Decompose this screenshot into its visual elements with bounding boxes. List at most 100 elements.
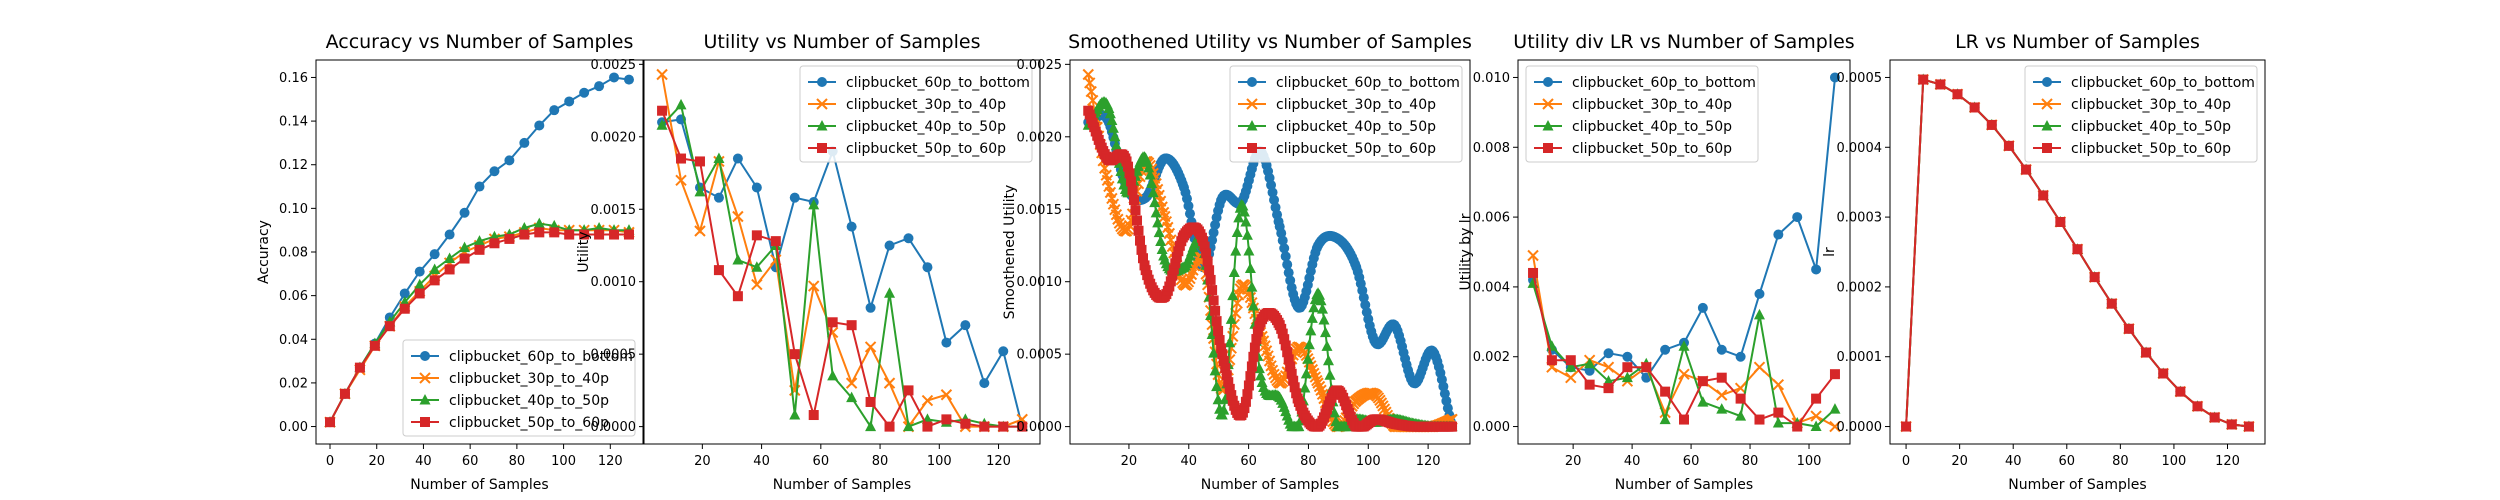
- x-marker-stroke: [1165, 234, 1177, 246]
- data-point: [1305, 324, 1317, 336]
- y-axis-label: Accuracy: [256, 220, 272, 284]
- data-point: [1269, 194, 1280, 205]
- data-point: [414, 288, 425, 299]
- data-point: [2192, 401, 2203, 412]
- data-point: [1239, 403, 1250, 414]
- legend-box: [799, 65, 1033, 163]
- x-marker-stroke: [1265, 360, 1277, 372]
- x-marker-stroke: [1313, 380, 1326, 393]
- data-point: [808, 198, 820, 210]
- x-axis-label: Number of Samples: [1615, 477, 1753, 493]
- data-point: [1324, 369, 1336, 380]
- data-point: [1291, 388, 1302, 399]
- data-point: [1245, 371, 1256, 382]
- x-tick-label: 80: [2112, 454, 2129, 469]
- data-point: [1150, 206, 1162, 218]
- data-point: [1829, 420, 1841, 433]
- data-point: [1289, 382, 1300, 393]
- data-point: [1247, 299, 1259, 311]
- data-point: [1302, 353, 1314, 364]
- x-tick-label: 20: [1565, 454, 1582, 469]
- y-tick-label: 0.0000: [1017, 420, 1063, 435]
- data-point: [2141, 347, 2152, 358]
- plot-area: [1527, 72, 1841, 433]
- x-tick-label: 80: [509, 454, 526, 469]
- x-tick-label: 80: [1742, 454, 1759, 469]
- data-point: [609, 229, 620, 240]
- data-point: [816, 98, 828, 110]
- x-marker-stroke: [1378, 403, 1391, 415]
- data-point: [623, 229, 634, 240]
- data-point: [1315, 294, 1327, 306]
- data-point: [846, 221, 857, 232]
- data-point: [1240, 396, 1251, 407]
- y-tick-label: 0.12: [279, 158, 308, 173]
- x-tick-label: 100: [551, 454, 576, 469]
- data-point: [1223, 377, 1234, 388]
- axes-frame: [643, 59, 1041, 445]
- data-point: [1137, 253, 1148, 264]
- data-point: [940, 389, 953, 401]
- y-axis-label: lr: [1822, 247, 1838, 257]
- data-point: [1115, 165, 1127, 177]
- x-tick-label: 60: [462, 454, 479, 469]
- data-point: [429, 275, 440, 286]
- data-point: [1208, 347, 1220, 358]
- data-point: [1228, 266, 1240, 277]
- data-point: [1312, 377, 1324, 389]
- y-axis-label: Smoothened Utility: [1002, 185, 1018, 320]
- data-point: [2106, 298, 2117, 309]
- x-tick-label: 60: [1683, 454, 1700, 469]
- data-point: [1184, 208, 1195, 219]
- data-point: [1183, 200, 1194, 211]
- data-point: [1328, 406, 1340, 418]
- y-tick-label: 0.0020: [591, 130, 637, 145]
- x-tick-label: 60: [2059, 454, 2076, 469]
- chart-title: Accuracy vs Number of Samples: [326, 31, 634, 53]
- data-point: [1602, 361, 1615, 373]
- x-marker-stroke: [1260, 345, 1273, 357]
- data-point: [865, 396, 876, 407]
- x-marker-stroke: [1266, 364, 1279, 377]
- data-point: [1107, 122, 1119, 133]
- x-axis-label: Number of Samples: [2008, 477, 2146, 493]
- data-point: [1317, 303, 1329, 314]
- data-point: [808, 410, 819, 421]
- data-point: [594, 81, 605, 92]
- data-point: [1244, 262, 1256, 274]
- x-tick-label: 100: [927, 454, 952, 469]
- x-marker-stroke: [1316, 388, 1329, 401]
- data-point: [339, 388, 350, 399]
- data-point: [474, 181, 485, 192]
- data-point: [1565, 371, 1577, 384]
- x-marker-stroke: [816, 98, 828, 110]
- data-point: [903, 385, 914, 396]
- x-marker-stroke: [1246, 98, 1258, 110]
- x-marker-stroke: [2041, 98, 2053, 110]
- data-point: [1542, 98, 1554, 110]
- data-point: [1202, 256, 1213, 267]
- data-point: [713, 265, 724, 276]
- y-tick-label: 0.006: [1473, 211, 1510, 226]
- data-point: [1829, 369, 1840, 380]
- data-point: [1106, 114, 1118, 125]
- data-point: [694, 225, 706, 237]
- legend-entry: clipbucket_60p_to_bottom: [449, 349, 633, 365]
- y-tick-label: 0.0010: [1017, 275, 1063, 290]
- legend-box: [2024, 65, 2258, 163]
- chart-title: Utility vs Number of Samples: [704, 31, 981, 53]
- y-tick-label: 0.0005: [591, 348, 637, 363]
- data-point: [846, 320, 857, 331]
- data-point: [1306, 312, 1318, 323]
- x-marker-stroke: [1364, 387, 1376, 399]
- data-point: [1375, 397, 1388, 409]
- data-point: [1313, 380, 1326, 393]
- data-point: [1678, 340, 1690, 351]
- data-point: [657, 105, 668, 116]
- legend-entry: clipbucket_30p_to_40p: [846, 97, 1006, 113]
- data-point: [1149, 196, 1161, 208]
- data-point: [846, 391, 858, 403]
- data-point: [414, 278, 426, 290]
- data-point: [732, 210, 744, 223]
